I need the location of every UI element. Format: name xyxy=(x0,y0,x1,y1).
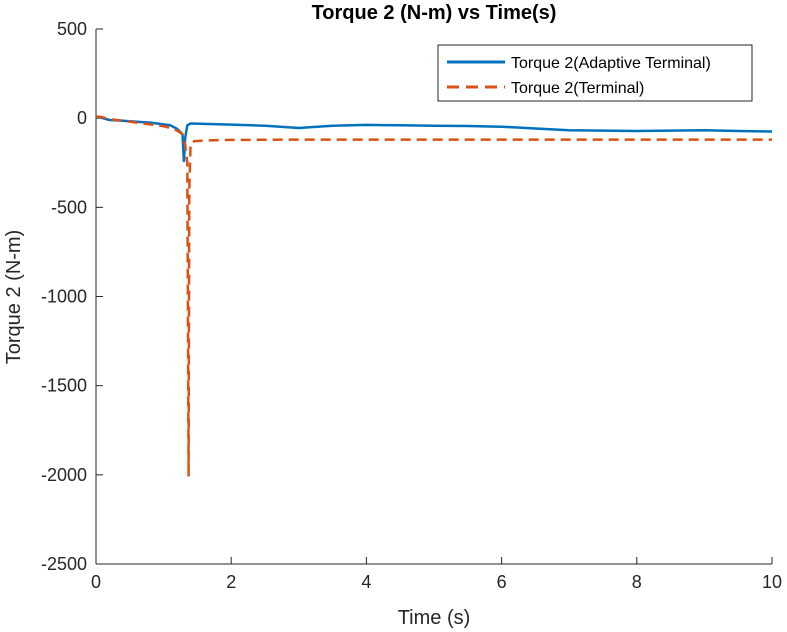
x-axis-label: Time (s) xyxy=(398,607,471,629)
y-tick-label: -500 xyxy=(51,197,87,217)
x-tick-label: 4 xyxy=(361,572,371,592)
x-tick-label: 0 xyxy=(91,572,101,592)
series-line-terminal xyxy=(95,115,772,478)
y-tick-label: -2500 xyxy=(41,554,87,574)
plot-area: 0 2 4 6 8 10 500 0 -500 -1000 -1500 -2000 -2500 xyxy=(41,19,782,592)
legend-entry-label: Torque 2(Adaptive Terminal) xyxy=(511,55,711,72)
series-line-adaptive-terminal xyxy=(95,115,773,163)
y-tick-label: 0 xyxy=(77,108,87,128)
y-tick-label: 500 xyxy=(57,19,87,39)
y-tick-label: -1500 xyxy=(41,376,87,396)
legend-box xyxy=(437,44,753,102)
y-tick-label: -2000 xyxy=(41,465,87,485)
x-tick-label: 2 xyxy=(226,572,236,592)
chart-title: Torque 2 (N-m) vs Time(s) xyxy=(312,2,557,24)
x-tick-label: 8 xyxy=(632,572,642,592)
x-tick-label: 10 xyxy=(762,572,782,592)
y-tick-label: -1000 xyxy=(41,287,87,307)
legend-entry-label: Torque 2(Terminal) xyxy=(511,80,644,97)
legend: Torque 2(Adaptive Terminal) Torque 2(Term… xyxy=(437,44,753,102)
y-axis-label: Torque 2 (N-m) xyxy=(3,230,25,364)
x-tick-label: 6 xyxy=(497,572,507,592)
